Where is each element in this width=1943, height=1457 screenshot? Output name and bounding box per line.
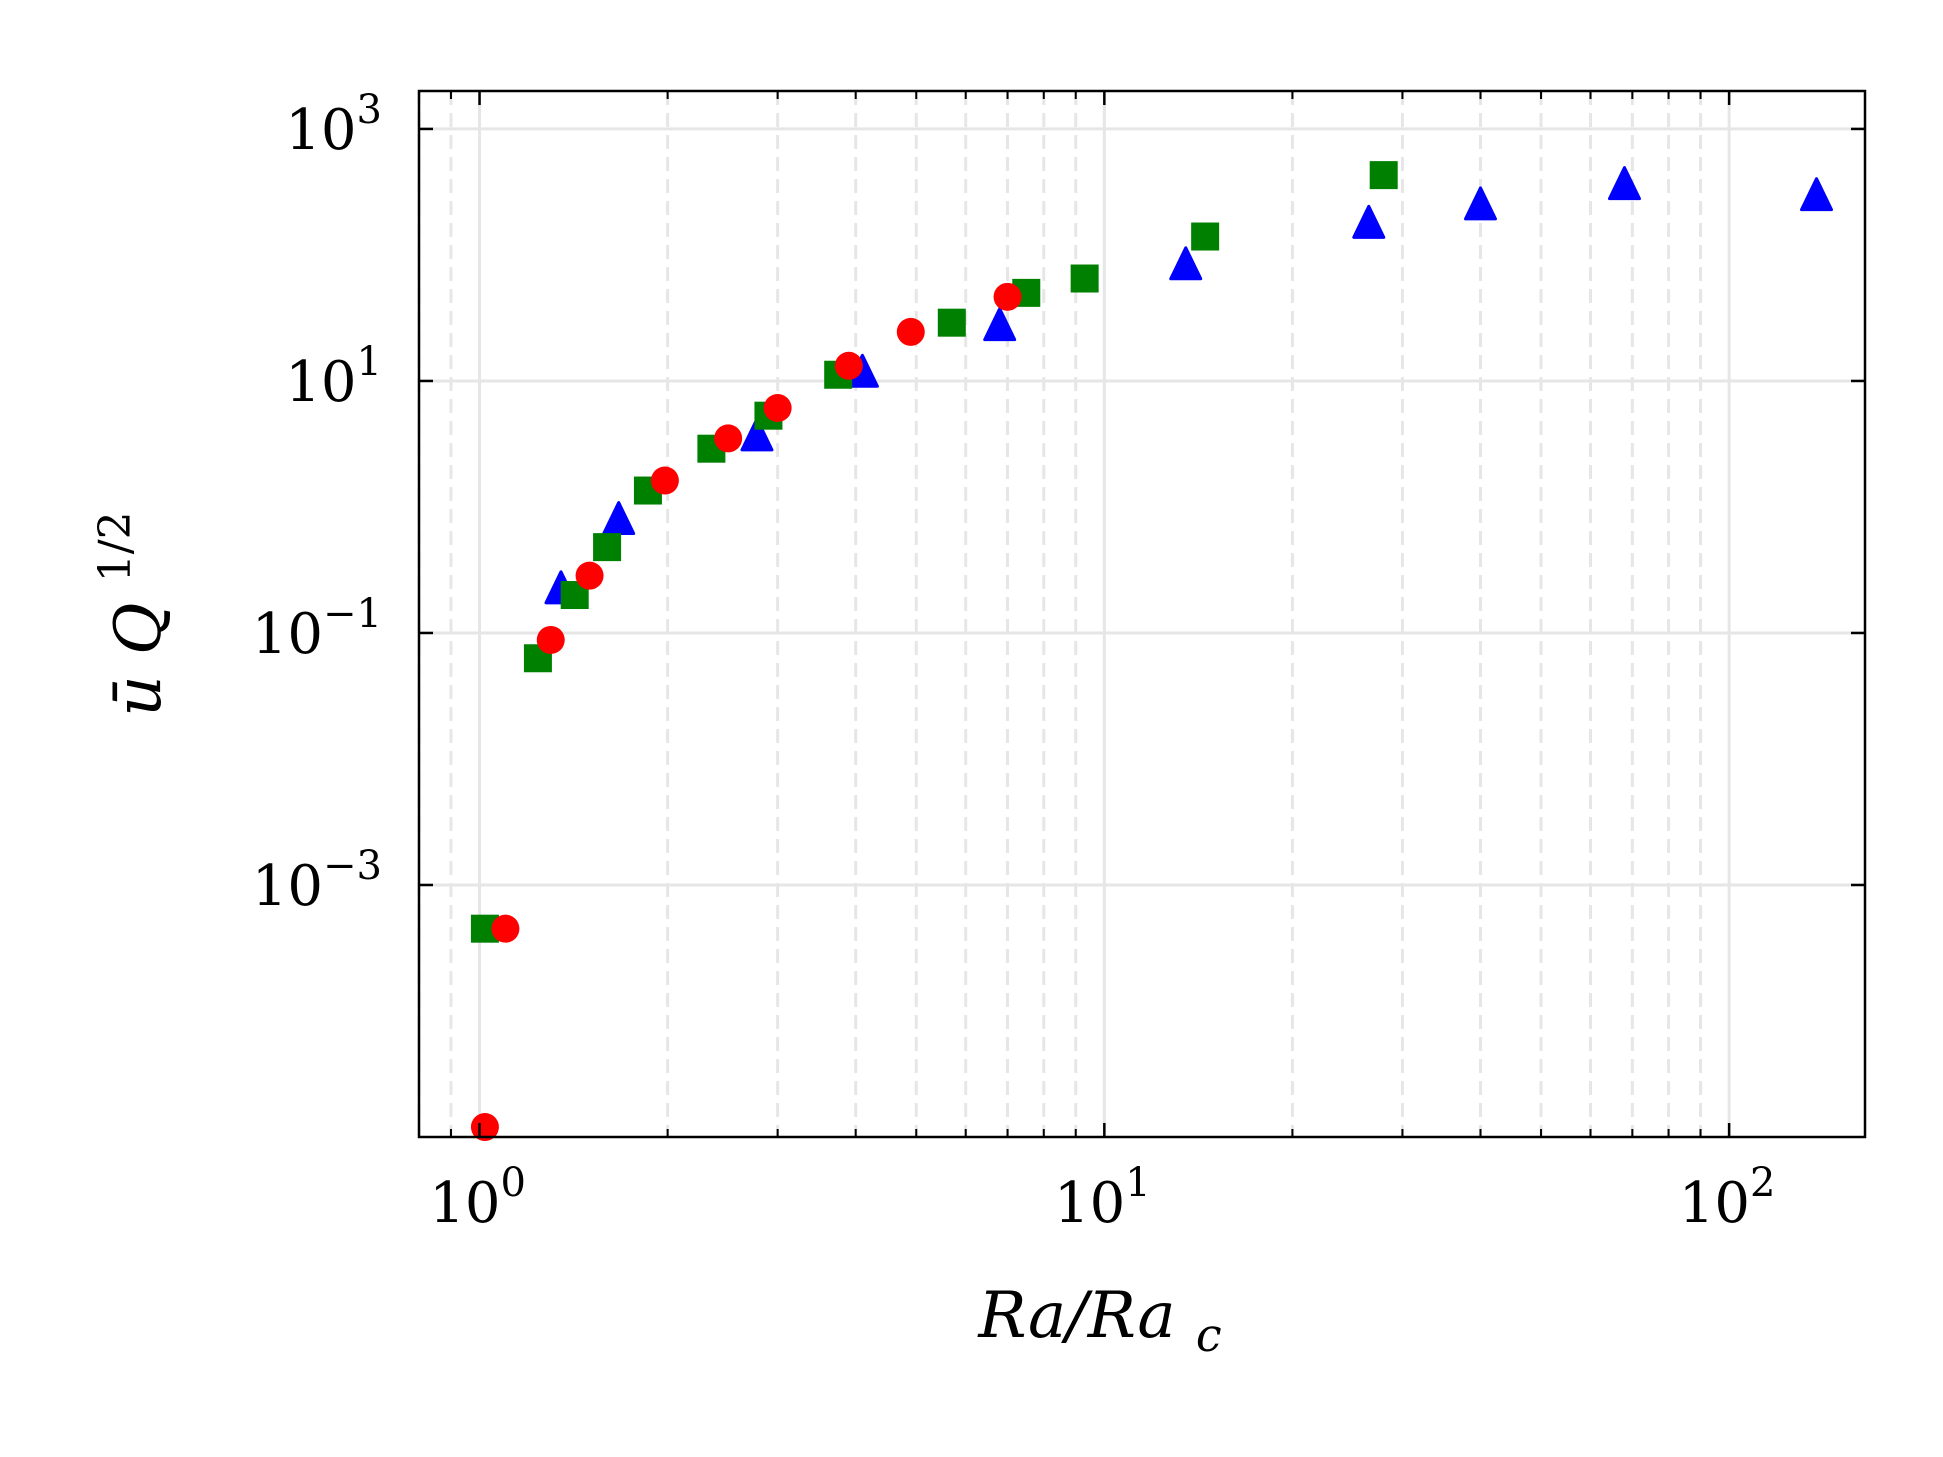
circle-marker xyxy=(763,393,792,422)
svg-text:ū Q 1/2: ū Q 1/2 xyxy=(90,511,176,716)
circle-marker xyxy=(896,317,925,346)
x-axis-title-text: Ra/Ra xyxy=(977,1279,1175,1353)
triangle-marker xyxy=(1352,204,1386,239)
x-tick-label: 101 xyxy=(1054,1160,1151,1236)
series-squares xyxy=(470,161,1398,943)
series-triangles xyxy=(544,166,1834,605)
circle-marker xyxy=(650,466,679,495)
y-tick-label: 101 xyxy=(285,339,382,415)
grid xyxy=(417,91,1865,1137)
circle-marker xyxy=(834,351,863,380)
triangle-marker xyxy=(1169,246,1203,281)
circle-marker xyxy=(993,282,1022,311)
tick-marks xyxy=(418,91,1865,1137)
square-marker xyxy=(1070,264,1099,293)
y-axis-title: ū Q 1/2 xyxy=(90,511,176,716)
circle-marker xyxy=(491,914,520,943)
circle-marker xyxy=(470,1113,499,1142)
series-circles xyxy=(470,282,1022,1142)
x-tick-labels: 100 101 102 xyxy=(429,1160,1775,1236)
y-tick-label: 10−1 xyxy=(252,591,382,667)
square-marker xyxy=(937,308,966,337)
x-tick-label: 102 xyxy=(1679,1160,1776,1236)
plot-frame xyxy=(417,89,1867,1139)
x-tick-label: 100 xyxy=(429,1160,526,1236)
square-marker xyxy=(1191,222,1220,251)
y-axis-title-text: ū Q xyxy=(102,603,176,717)
y-tick-label: 10−3 xyxy=(252,843,382,919)
x-axis-title: Ra/Ra c xyxy=(977,1279,1221,1362)
data-markers xyxy=(470,161,1834,1142)
triangle-marker xyxy=(1607,166,1641,201)
circle-marker xyxy=(575,561,604,590)
circle-marker xyxy=(714,424,743,453)
square-marker xyxy=(593,533,622,562)
y-tick-labels: 10−3 10−1 101 103 xyxy=(252,87,382,919)
triangle-marker xyxy=(1800,177,1834,212)
square-marker xyxy=(1369,161,1398,190)
y-tick-label: 103 xyxy=(285,87,382,163)
triangle-marker xyxy=(602,501,636,536)
circle-marker xyxy=(536,625,565,654)
triangle-marker xyxy=(740,417,774,452)
triangle-marker xyxy=(983,307,1017,342)
triangle-marker xyxy=(1463,186,1497,221)
